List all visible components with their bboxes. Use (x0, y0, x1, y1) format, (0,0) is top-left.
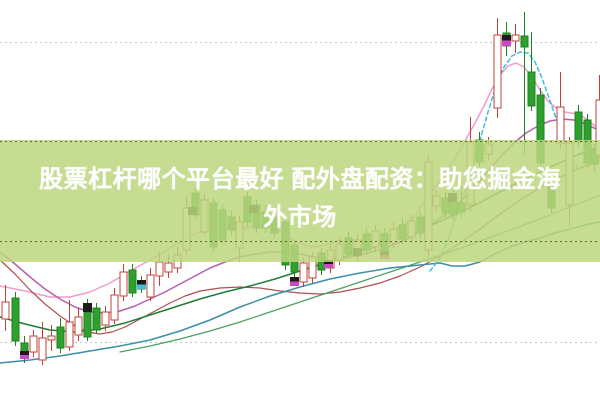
headline-line-1: 股票杠杆哪个平台最好 配外盘配资：助您掘金海 (39, 166, 561, 193)
banner-gridline-top (0, 141, 600, 142)
headline-line-2: 外市场 (263, 204, 337, 231)
headline-banner: 股票杠杆哪个平台最好 配外盘配资：助您掘金海 外市场 (0, 140, 600, 262)
banner-gridline-middle (0, 241, 600, 242)
headline-text: 股票杠杆哪个平台最好 配外盘配资：助您掘金海 外市场 (0, 161, 600, 237)
